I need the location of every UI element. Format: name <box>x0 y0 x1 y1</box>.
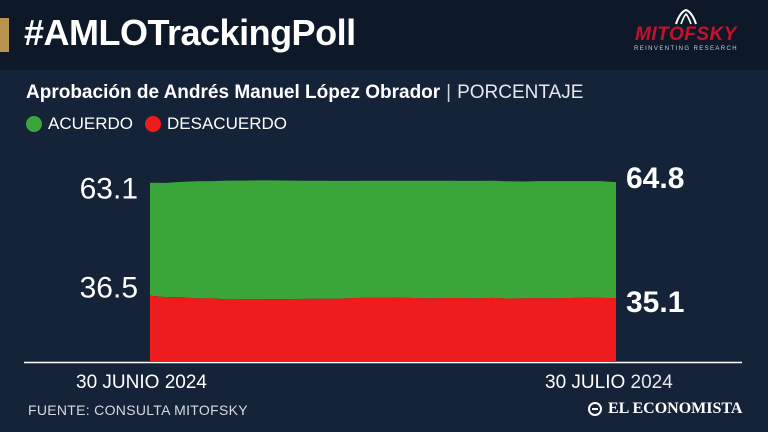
logo-mark-icon <box>675 8 697 25</box>
legend-label-acuerdo: ACUERDO <box>48 114 134 133</box>
chart-subtitle: Aprobación de Andrés Manuel López Obrado… <box>26 82 583 104</box>
x-tick-end: 30 JULIO 2024 <box>545 372 673 394</box>
legend-label-desacuerdo: DESACUERDO <box>167 114 287 133</box>
mitofsky-logo: MITOFSKY REINVENTING RESEARCH <box>626 8 746 64</box>
logo-word: MITOFSKY <box>635 24 737 45</box>
accent-bar <box>0 18 9 52</box>
legend-item-acuerdo: ACUERDO <box>26 114 133 134</box>
x-tick-end-date: 30 JULIO <box>545 372 626 393</box>
legend-dot-acuerdo <box>26 116 42 132</box>
source-note: FUENTE: CONSULTA MITOFSKY <box>28 402 248 418</box>
label-end-acuerdo: 64.8 <box>626 162 684 195</box>
logo-tagline: REINVENTING RESEARCH <box>633 46 738 52</box>
header-bar: #AMLOTrackingPoll MITOFSKY REINVENTING R… <box>0 0 768 70</box>
subtitle-main: Aprobación de Andrés Manuel López Obrado… <box>26 82 441 103</box>
page-title: #AMLOTrackingPoll <box>24 12 356 53</box>
label-start-acuerdo: 63.1 <box>80 173 138 206</box>
el-economista-logo: EL ECONOMISTA <box>588 400 742 418</box>
subtitle-separator: | <box>446 82 452 103</box>
label-end-desacuerdo: 35.1 <box>626 286 684 319</box>
area-chart: 63.1 36.5 64.8 35.1 <box>24 162 742 364</box>
brand-name: EL ECONOMISTA <box>608 400 743 417</box>
label-start-desacuerdo: 36.5 <box>80 272 138 305</box>
brand-icon <box>588 402 602 416</box>
x-tick-start: 30 JUNIO 2024 <box>76 372 207 393</box>
x-tick-end-year: 2024 <box>630 372 673 393</box>
subtitle-unit: PORCENTAJE <box>457 82 584 103</box>
area-acuerdo <box>150 180 616 300</box>
legend-dot-desacuerdo <box>145 116 162 132</box>
legend: ACUERDO DESACUERDO <box>26 114 299 134</box>
area-desacuerdo <box>150 295 616 361</box>
legend-item-desacuerdo: DESACUERDO <box>145 114 287 134</box>
